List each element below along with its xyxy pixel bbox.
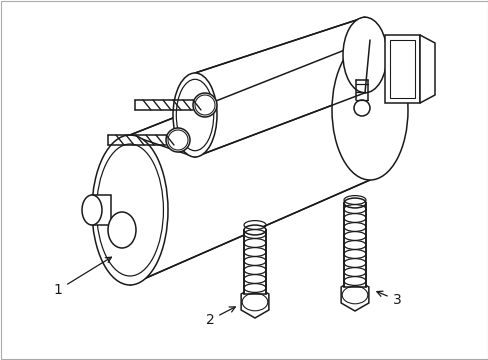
- Polygon shape: [343, 203, 365, 287]
- Polygon shape: [241, 286, 268, 318]
- Polygon shape: [419, 35, 434, 103]
- Text: 3: 3: [376, 291, 401, 307]
- Ellipse shape: [193, 93, 217, 117]
- Ellipse shape: [82, 195, 102, 225]
- Ellipse shape: [353, 100, 369, 116]
- Ellipse shape: [92, 135, 168, 285]
- Polygon shape: [130, 40, 369, 285]
- Ellipse shape: [165, 128, 190, 152]
- Polygon shape: [195, 17, 364, 157]
- Polygon shape: [244, 230, 265, 294]
- Ellipse shape: [343, 198, 365, 208]
- Ellipse shape: [108, 212, 136, 248]
- Polygon shape: [384, 35, 419, 103]
- Ellipse shape: [331, 40, 407, 180]
- Ellipse shape: [244, 225, 265, 235]
- Ellipse shape: [342, 17, 386, 93]
- Text: 1: 1: [54, 257, 111, 297]
- Polygon shape: [341, 279, 368, 311]
- Polygon shape: [92, 195, 111, 225]
- Ellipse shape: [173, 73, 217, 157]
- Text: 2: 2: [205, 307, 235, 327]
